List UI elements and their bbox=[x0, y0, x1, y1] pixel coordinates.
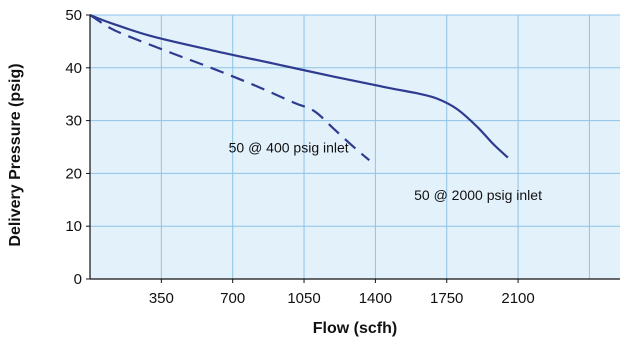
grid-lines bbox=[90, 14, 620, 279]
series-annotation-0: 50 @ 400 psig inlet bbox=[229, 139, 349, 155]
x-axis-title: Flow (scfh) bbox=[313, 320, 397, 337]
y-tick-label: 20 bbox=[65, 165, 82, 182]
y-tick-label: 50 bbox=[65, 7, 82, 24]
y-tick-label: 40 bbox=[65, 60, 82, 77]
y-tick-label: 10 bbox=[65, 218, 82, 235]
y-tick-label: 0 bbox=[74, 271, 82, 288]
series-lines bbox=[89, 13, 509, 162]
x-tick-label: 700 bbox=[220, 290, 245, 307]
annotations: 50 @ 400 psig inlet 50 @ 2000 psig inlet bbox=[229, 139, 542, 203]
y-tick-label: 30 bbox=[65, 113, 82, 130]
axes bbox=[86, 14, 620, 283]
tick-labels: 0 10 20 30 40 50 350 700 1050 1400 1750 2100 bbox=[65, 7, 534, 307]
x-tick-label: 2100 bbox=[501, 290, 534, 307]
x-tick-label: 1050 bbox=[287, 290, 320, 307]
series-line-0 bbox=[89, 13, 509, 159]
x-tick-label: 1750 bbox=[430, 290, 463, 307]
x-tick-label: 1400 bbox=[359, 290, 392, 307]
x-tick-label: 350 bbox=[149, 290, 174, 307]
y-axis-title: Delivery Pressure (psig) bbox=[7, 63, 24, 246]
series-line-1 bbox=[89, 14, 371, 162]
series-annotation-1: 50 @ 2000 psig inlet bbox=[414, 187, 542, 203]
